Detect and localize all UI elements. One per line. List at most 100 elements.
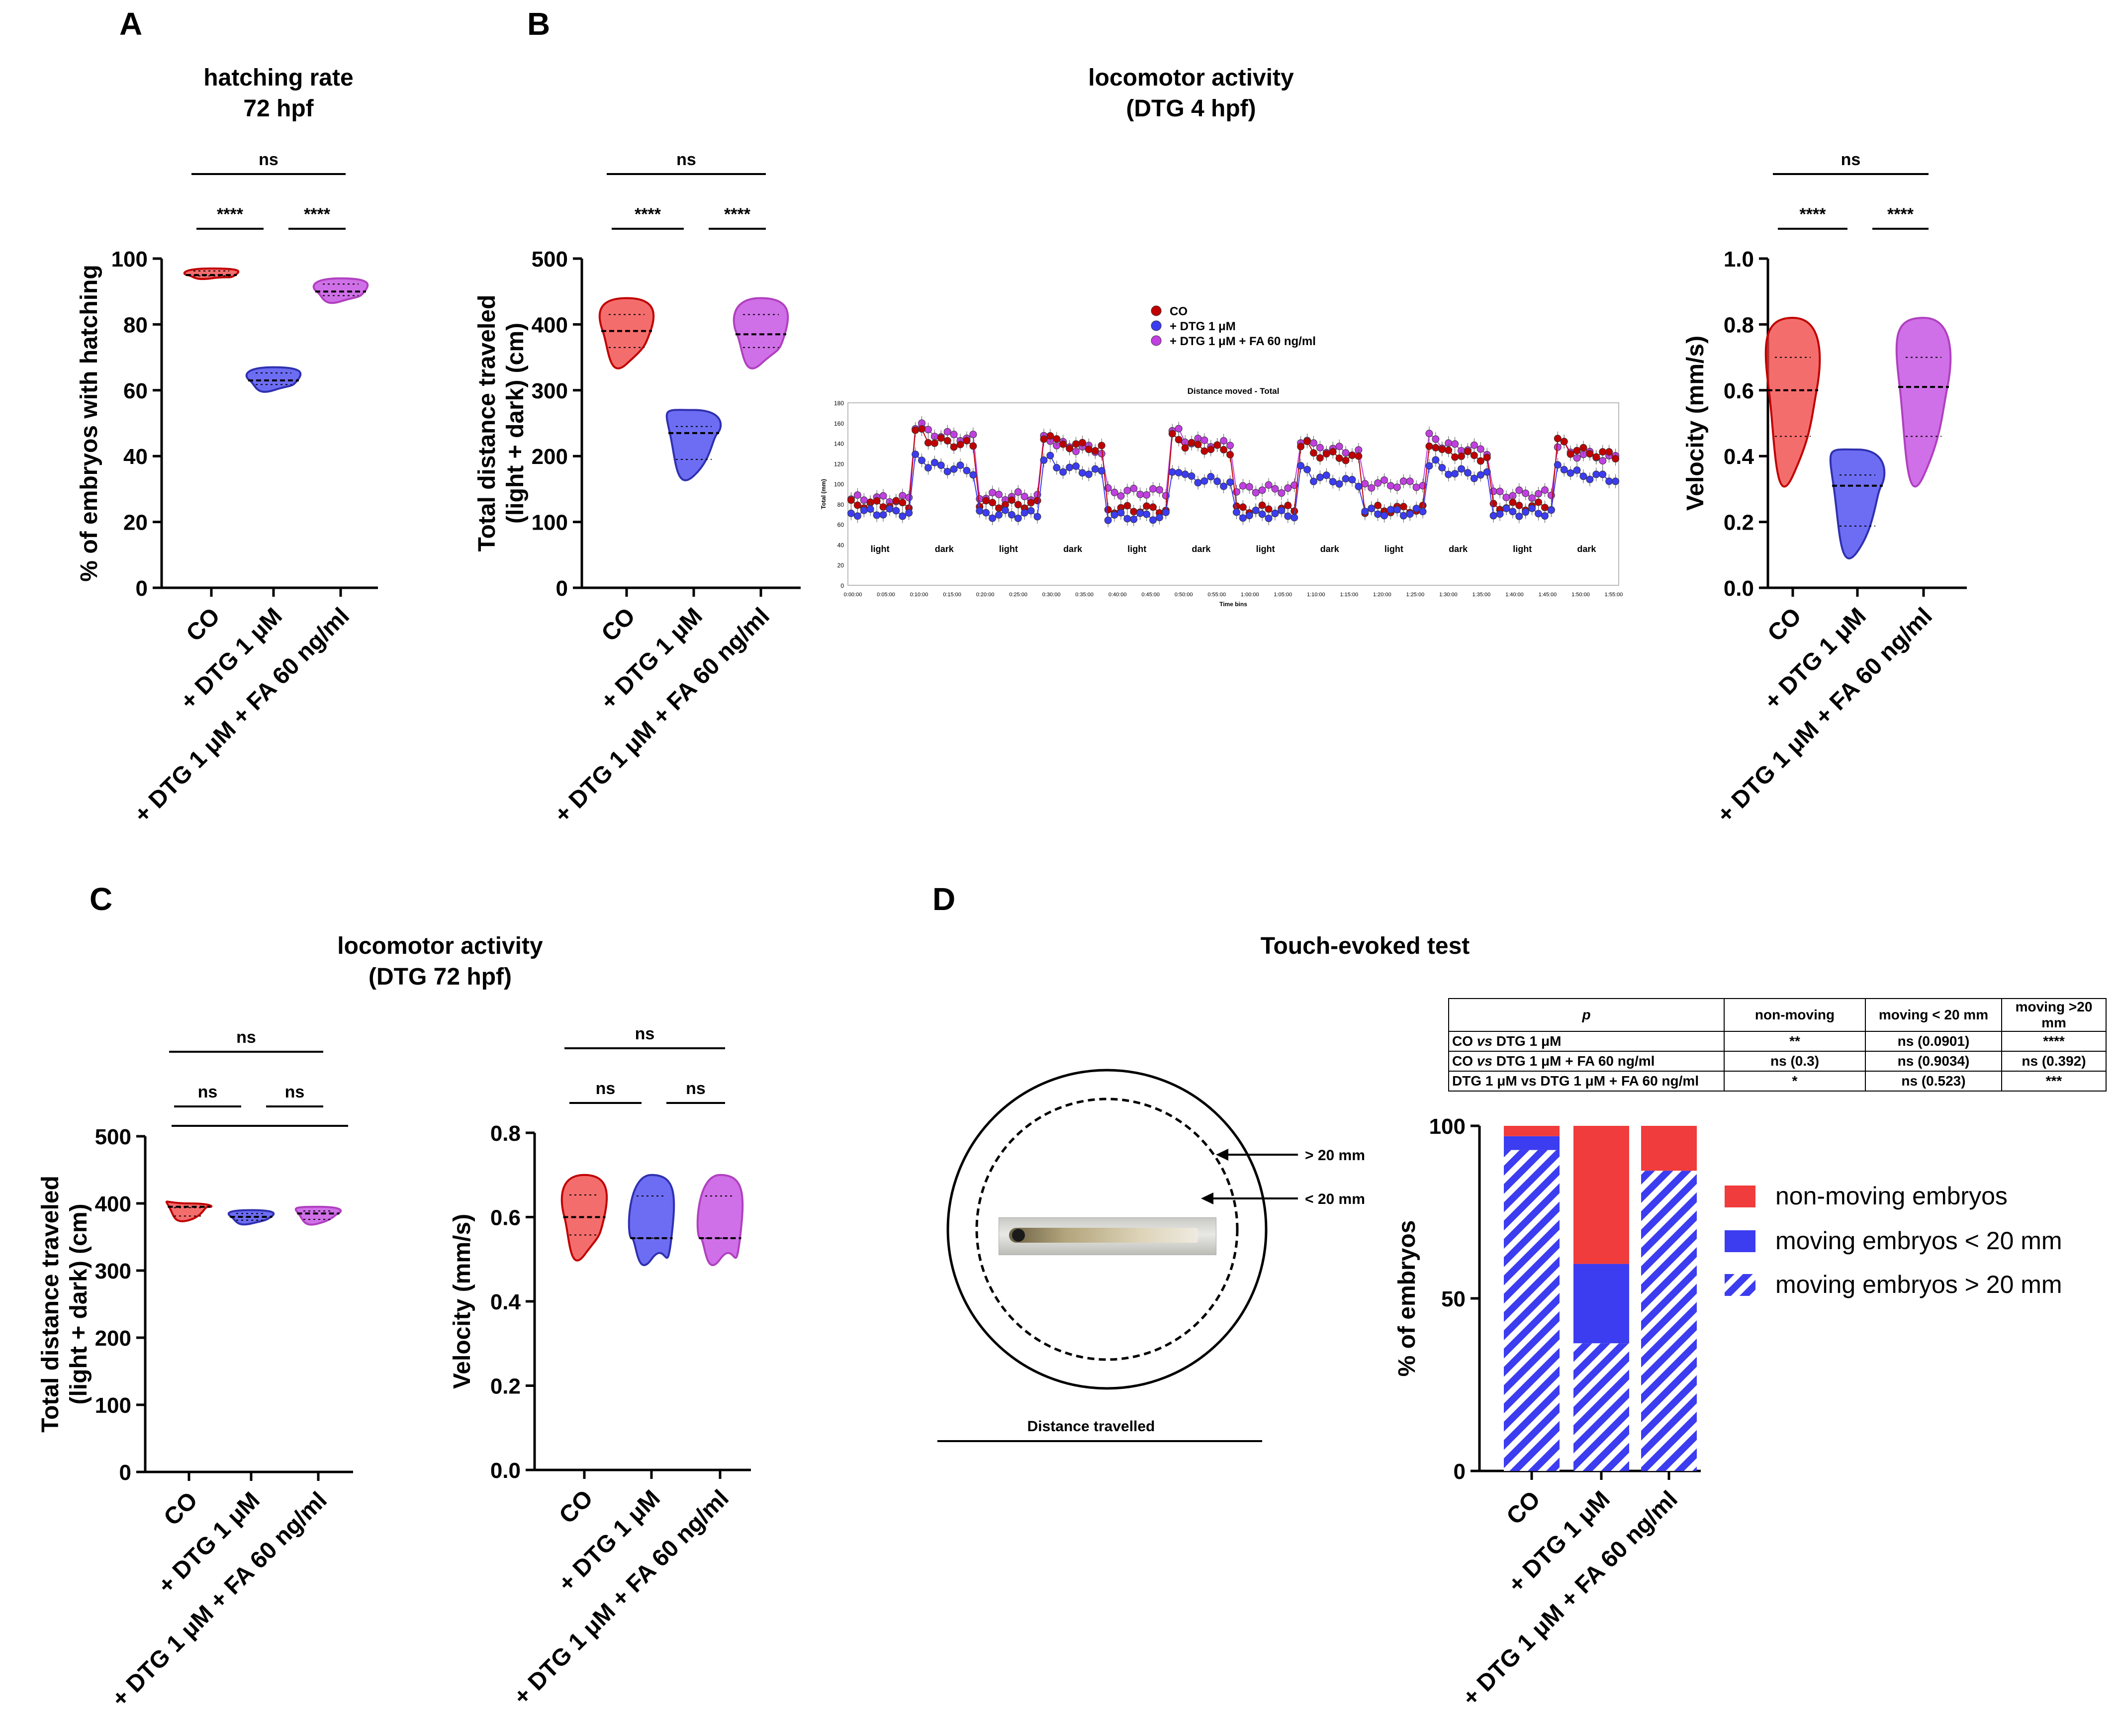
p-header-moving-gt20: moving >20 mm bbox=[2001, 998, 2107, 1032]
b2-point-co bbox=[956, 441, 964, 449]
b2-point-co bbox=[1573, 447, 1581, 455]
d-y-tick-label: 50 bbox=[1441, 1287, 1466, 1311]
b2-point-dtg bbox=[1322, 471, 1330, 479]
b2-point-dtg bbox=[982, 509, 990, 517]
b2-point-dtg bbox=[1297, 462, 1305, 470]
b2-x-tick-label: 1:20:00 bbox=[1373, 592, 1391, 598]
c2-y-label: Velocity (mm/s) bbox=[449, 1214, 475, 1389]
b2-point-fa bbox=[1149, 485, 1157, 493]
b2-y-tick-label: 20 bbox=[837, 562, 844, 569]
b2-phase-label: light bbox=[999, 544, 1018, 554]
panel-letter-a: A bbox=[119, 6, 142, 42]
panel-letter-d: D bbox=[932, 881, 955, 917]
b2-point-dtg bbox=[1091, 465, 1099, 473]
p-cell: *** bbox=[2001, 1071, 2107, 1092]
b2-legend-label: CO bbox=[1170, 305, 1188, 318]
b2-point-fa bbox=[1316, 444, 1324, 452]
c2-y-tick-label: 0.6 bbox=[490, 1206, 521, 1230]
b2-point-co bbox=[1098, 442, 1105, 450]
b2-y-tick-label: 160 bbox=[834, 420, 844, 427]
b2-point-dtg bbox=[1059, 468, 1067, 476]
d-bar-segment bbox=[1573, 1126, 1629, 1264]
c2-sig-label: ns bbox=[596, 1079, 616, 1098]
b2-point-dtg bbox=[1008, 511, 1015, 519]
panel-a-title-1: hatching rate bbox=[203, 65, 353, 91]
b2-point-dtg bbox=[866, 505, 874, 513]
b2-point-fa bbox=[1155, 486, 1163, 494]
b2-point-dtg bbox=[1020, 509, 1028, 517]
p-cell: ns (0.392) bbox=[2001, 1051, 2107, 1072]
b2-point-dtg bbox=[847, 509, 855, 517]
touch-diagram: > 20 mm < 20 mm Distance travelled bbox=[937, 1069, 1365, 1442]
b2-point-co bbox=[989, 499, 997, 507]
b2-point-dtg bbox=[1458, 465, 1466, 473]
b2-point-dtg bbox=[1502, 504, 1510, 512]
panel-letter-b: B bbox=[527, 6, 550, 42]
b2-point-co bbox=[1284, 501, 1292, 509]
b2-point-dtg bbox=[956, 461, 964, 469]
b2-point-co bbox=[1040, 435, 1048, 443]
b2-point-dtg bbox=[1432, 456, 1440, 464]
a-y-tick-label: 100 bbox=[111, 247, 148, 272]
b2-point-fa bbox=[989, 489, 997, 497]
b2-x-tick-label: 1:40:00 bbox=[1505, 592, 1524, 598]
legend-swatch-non-moving bbox=[1725, 1186, 1755, 1207]
inner-label: < 20 mm bbox=[1305, 1191, 1365, 1207]
b2-point-dtg bbox=[899, 512, 907, 520]
b2-point-dtg bbox=[1136, 509, 1144, 517]
b2-point-dtg bbox=[1098, 467, 1105, 475]
b2-point-dtg bbox=[1573, 466, 1581, 474]
b2-point-dtg bbox=[1252, 506, 1260, 514]
b2-point-dtg bbox=[1078, 469, 1086, 477]
c2-sig-label: ns bbox=[686, 1079, 706, 1098]
b2-point-dtg bbox=[1406, 510, 1414, 518]
p-table-row: DTG 1 μM vs DTG 1 μM + FA 60 ng/ml * ns … bbox=[1448, 1071, 2107, 1092]
p-header-p: p bbox=[1448, 998, 1725, 1032]
b2-point-co bbox=[1059, 440, 1067, 448]
b2-point-dtg bbox=[1290, 514, 1298, 522]
c1-violin-0 bbox=[165, 1200, 213, 1222]
p-table-header: p non-moving moving < 20 mm moving >20 m… bbox=[1448, 998, 2107, 1032]
c1-x-tick-label: CO bbox=[159, 1487, 202, 1531]
b2-point-dtg bbox=[1476, 471, 1484, 479]
b2-point-co bbox=[943, 437, 951, 445]
a-y-tick-label: 20 bbox=[123, 511, 148, 535]
b2-point-fa bbox=[1110, 488, 1118, 496]
b2-point-fa bbox=[1136, 490, 1144, 498]
legend-label-non-moving: non-moving embryos bbox=[1775, 1182, 2008, 1210]
b2-point-co bbox=[1220, 446, 1228, 454]
b2-point-fa bbox=[1393, 483, 1401, 491]
b2-point-fa bbox=[1014, 488, 1022, 496]
b2-x-tick-label: 1:55:00 bbox=[1605, 592, 1623, 598]
b2-point-dtg bbox=[879, 511, 887, 519]
d-y-tick-label: 100 bbox=[1429, 1114, 1466, 1139]
d-bar-segment bbox=[1641, 1171, 1697, 1471]
b2-point-co bbox=[1599, 448, 1607, 456]
c2-y-tick-label: 0.0 bbox=[490, 1459, 521, 1483]
b2-point-dtg bbox=[1194, 479, 1202, 487]
b2-point-dtg bbox=[995, 511, 1003, 519]
b2-point-fa bbox=[1245, 483, 1253, 491]
b2-point-co bbox=[1008, 496, 1015, 504]
b2-point-co bbox=[1515, 501, 1523, 509]
c1-y-tick-label: 0 bbox=[119, 1461, 131, 1485]
c1-y-tick-label: 400 bbox=[95, 1192, 131, 1216]
b2-point-dtg bbox=[1271, 510, 1279, 518]
b2-point-co bbox=[1123, 502, 1131, 510]
b2-x-tick-label: 1:00:00 bbox=[1241, 592, 1259, 598]
b2-point-co bbox=[1072, 440, 1080, 448]
b2-point-dtg bbox=[1265, 514, 1273, 522]
b2-point-co bbox=[1560, 438, 1568, 446]
b2-point-co bbox=[892, 497, 900, 505]
p-cell: ns (0.0901) bbox=[1865, 1031, 2002, 1052]
b1-y-label-2: (light + dark) (cm) bbox=[502, 323, 529, 524]
d-bar-segment bbox=[1504, 1150, 1560, 1471]
inner-arrowhead bbox=[1201, 1192, 1213, 1204]
b2-phase-label: dark bbox=[1449, 544, 1468, 554]
b2-legend-label: + DTG 1 μM bbox=[1170, 320, 1236, 333]
b2-point-co bbox=[1432, 444, 1440, 452]
b2-point-dtg bbox=[1560, 466, 1568, 474]
b2-point-co bbox=[1207, 446, 1215, 454]
b2-point-dtg bbox=[1386, 506, 1394, 514]
b2-point-dtg bbox=[1438, 463, 1446, 471]
